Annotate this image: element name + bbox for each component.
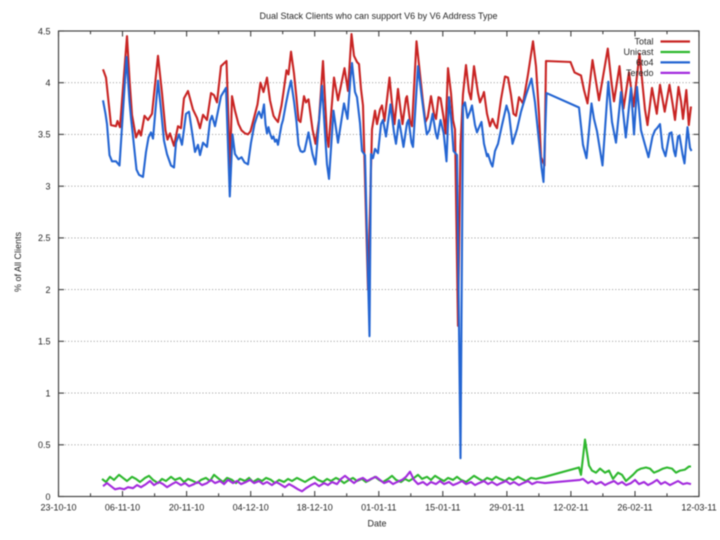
svg-text:04-12-10: 04-12-10 (233, 503, 269, 513)
svg-text:6to4: 6to4 (636, 58, 654, 68)
svg-text:15-01-11: 15-01-11 (425, 503, 460, 513)
svg-text:Total: Total (634, 37, 653, 47)
svg-text:0.5: 0.5 (38, 440, 51, 450)
svg-text:3.5: 3.5 (38, 130, 51, 140)
svg-text:0: 0 (45, 492, 50, 502)
svg-text:Unicast: Unicast (623, 47, 654, 57)
svg-text:20-11-10: 20-11-10 (169, 503, 204, 513)
svg-text:1.5: 1.5 (38, 337, 51, 347)
svg-text:Dual Stack Clients who can sup: Dual Stack Clients who can support V6 by… (260, 11, 498, 21)
svg-text:2.5: 2.5 (38, 233, 51, 243)
svg-text:Date: Date (367, 519, 386, 529)
svg-text:12-02-11: 12-02-11 (553, 503, 588, 513)
svg-text:06-11-10: 06-11-10 (105, 503, 140, 513)
svg-text:4.5: 4.5 (38, 26, 51, 36)
svg-text:18-12-10: 18-12-10 (297, 503, 333, 513)
svg-text:01-01-11: 01-01-11 (361, 503, 396, 513)
svg-text:29-01-11: 29-01-11 (489, 503, 524, 513)
svg-text:1: 1 (45, 388, 50, 398)
svg-text:% of All Clients: % of All Clients (13, 231, 23, 292)
svg-text:4: 4 (45, 78, 50, 88)
svg-text:26-02-11: 26-02-11 (617, 503, 652, 513)
svg-text:12-03-11: 12-03-11 (681, 503, 716, 513)
svg-text:2: 2 (45, 285, 50, 295)
svg-text:Teredo: Teredo (626, 68, 654, 78)
svg-text:3: 3 (45, 182, 50, 192)
svg-text:23-10-10: 23-10-10 (40, 503, 76, 513)
